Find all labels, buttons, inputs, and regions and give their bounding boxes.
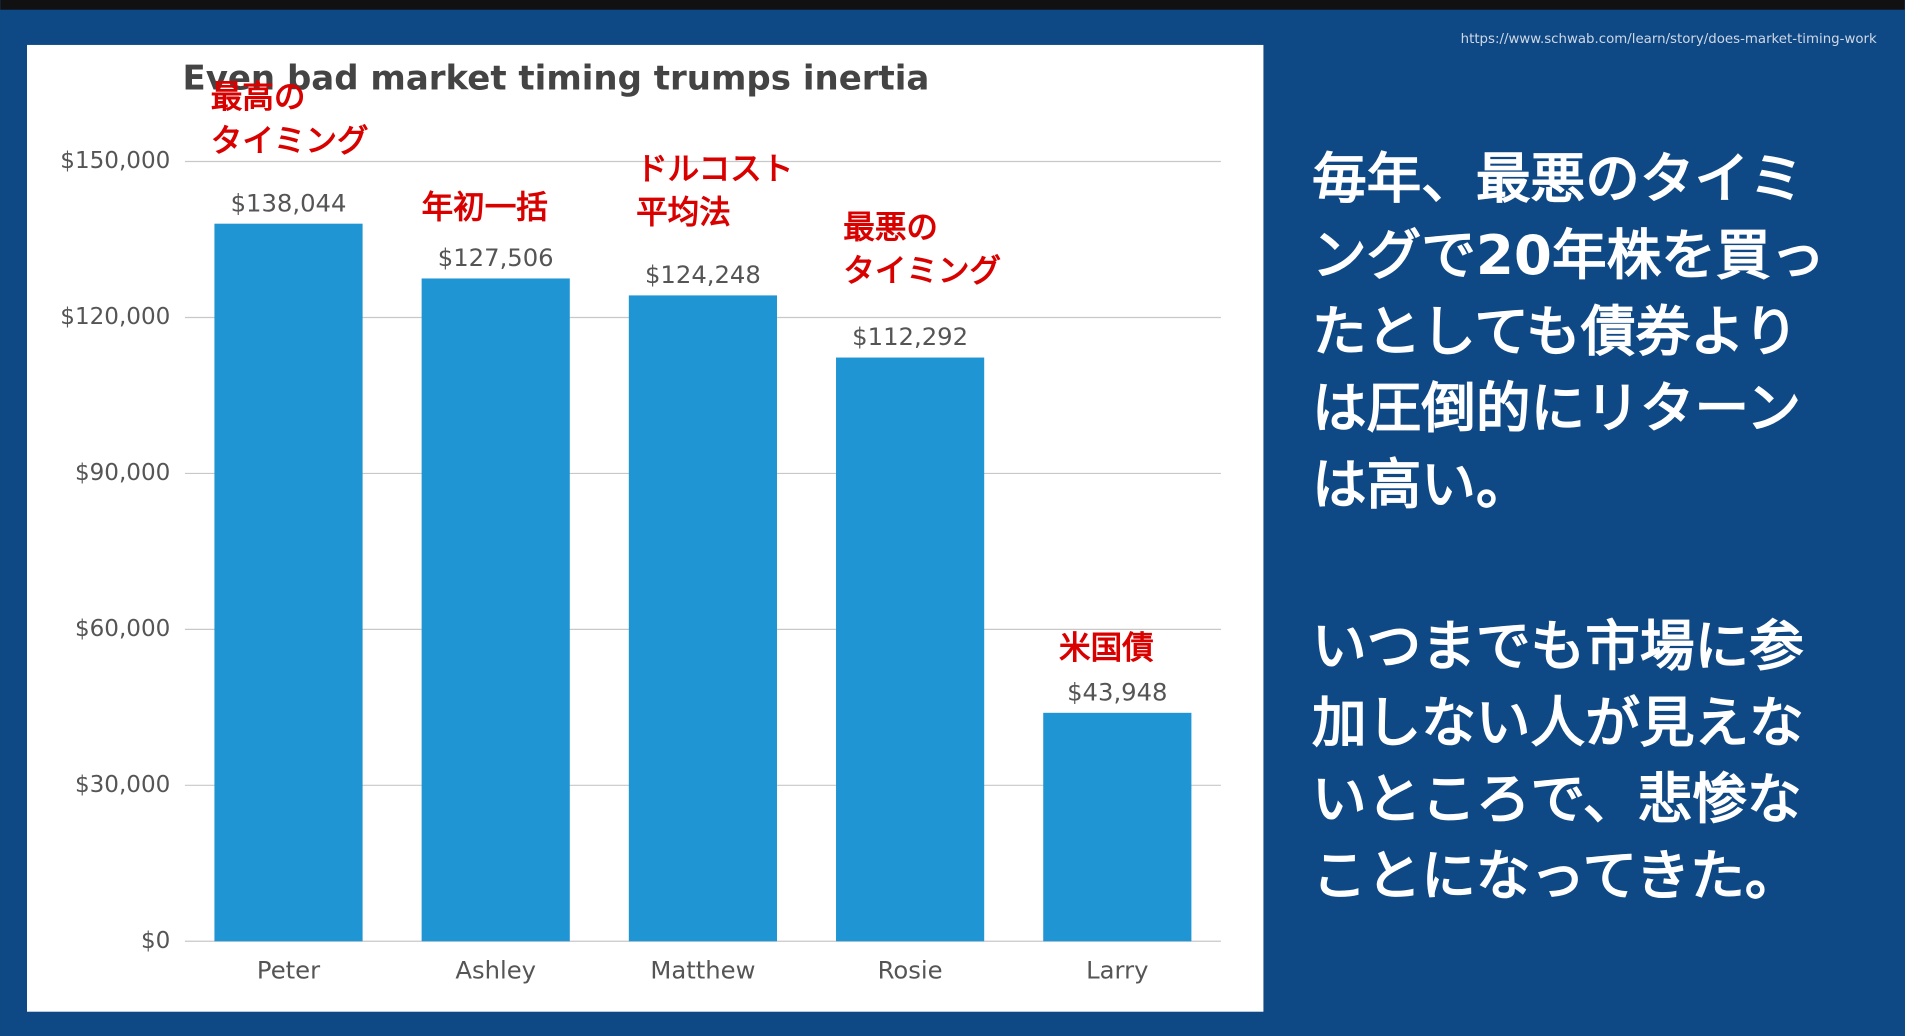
annotation: 平均法 (636, 195, 731, 231)
annotation: 年初一括 (422, 190, 548, 226)
side-text-line: は高い。 (1312, 452, 1531, 516)
y-tick-label: $60,000 (75, 616, 170, 642)
annotation: タイミング (211, 123, 369, 159)
y-tick-label: $150,000 (60, 148, 170, 174)
chart-title: Even bad market timing trumps inertia (182, 59, 929, 99)
x-tick-label: Rosie (878, 956, 943, 985)
side-text-line: 加しない人が見えな (1312, 690, 1804, 754)
source-url: https://www.schwab.com/learn/story/does-… (1461, 32, 1877, 47)
side-text-line: ングで20年株を買っ (1312, 223, 1825, 287)
annotation: 最悪の (843, 210, 938, 246)
annotation: ドルコスト (636, 151, 793, 187)
side-text-line: 毎年、最悪のタイミ (1312, 146, 1804, 210)
value-label: $43,948 (1067, 677, 1167, 706)
annotation: 最高の (211, 80, 306, 116)
bar (214, 223, 363, 942)
x-tick-label: Larry (1086, 956, 1148, 985)
bar (836, 357, 985, 942)
y-tick-label: $120,000 (60, 304, 170, 330)
y-tick-label: $90,000 (75, 460, 170, 486)
side-text-line: いつまでも市場に参 (1312, 614, 1804, 678)
value-label: $112,292 (852, 322, 968, 351)
y-tick-label: $0 (141, 928, 170, 954)
x-tick-label: Peter (257, 956, 320, 985)
bar (1043, 712, 1192, 942)
bar (628, 295, 777, 942)
side-text-line: いところで、悲惨な (1312, 767, 1802, 831)
side-text-line: たとしても債券より (1312, 299, 1798, 363)
bar (421, 278, 570, 942)
annotation: タイミング (843, 254, 1001, 290)
top-band (0, 0, 1905, 10)
annotation: 米国債 (1059, 631, 1154, 667)
value-label: $127,506 (438, 243, 554, 272)
x-tick-label: Ashley (455, 956, 536, 985)
side-text-line: ことになってきた。 (1312, 843, 1799, 907)
x-tick-label: Matthew (650, 956, 755, 985)
y-tick-label: $30,000 (75, 772, 170, 798)
value-label: $138,044 (231, 188, 347, 217)
side-text-line: は圧倒的にリターン (1312, 376, 1801, 440)
value-label: $124,248 (645, 260, 761, 289)
